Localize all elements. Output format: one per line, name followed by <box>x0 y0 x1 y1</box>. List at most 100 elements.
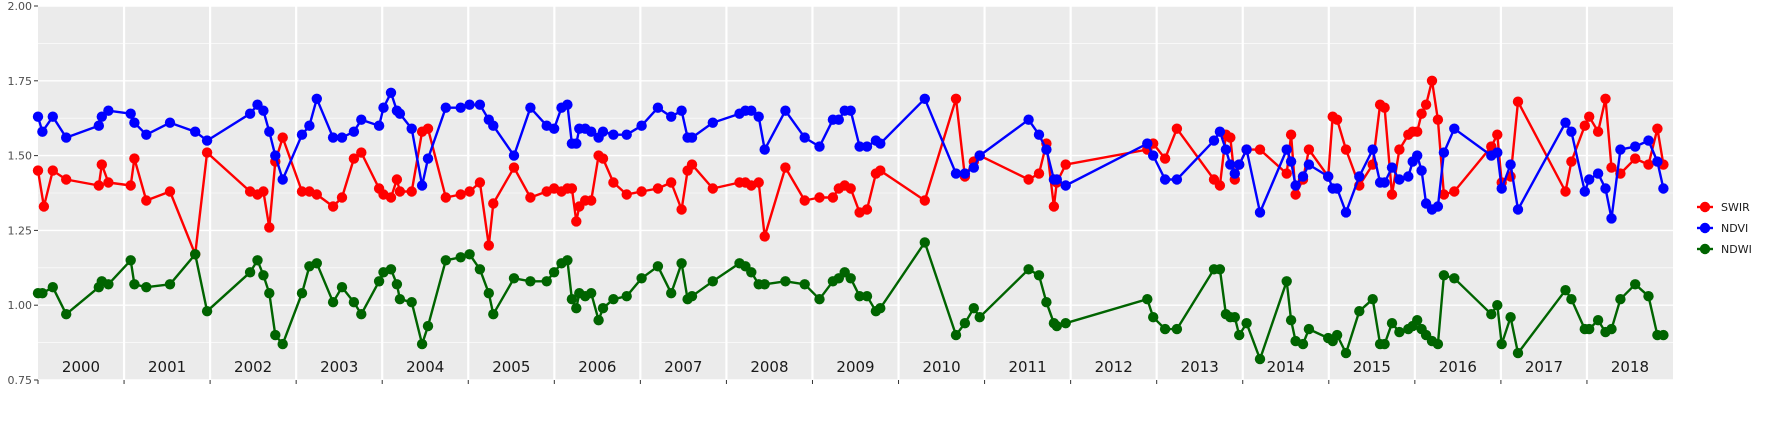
data-point-ndvi <box>1051 174 1063 185</box>
data-point-swir <box>264 222 275 233</box>
data-point-ndvi <box>264 126 275 137</box>
data-point-ndvi <box>1600 183 1611 194</box>
y-tick-label: 2.00 <box>8 0 33 13</box>
data-point-ndwi <box>129 279 140 290</box>
data-point-ndvi <box>1234 159 1245 170</box>
data-point-swir <box>759 231 770 242</box>
data-point-ndwi <box>1512 347 1524 359</box>
data-point-swir <box>1606 162 1617 173</box>
data-point-swir <box>440 192 451 203</box>
data-point-ndvi <box>356 114 367 125</box>
data-point-ndwi <box>1023 264 1034 275</box>
data-point-swir <box>827 192 839 203</box>
data-point-ndwi <box>1584 323 1595 335</box>
data-point-swir <box>296 186 308 197</box>
year-label: 2014 <box>1267 358 1305 376</box>
data-point-ndwi <box>1438 270 1450 281</box>
data-point-ndwi <box>440 255 451 266</box>
data-point-ndvi <box>548 123 560 134</box>
data-point-ndwi <box>1148 312 1159 323</box>
data-point-swir <box>1512 96 1524 107</box>
data-point-swir <box>753 177 764 188</box>
data-point-ndvi <box>385 87 397 99</box>
data-point-ndvi <box>311 93 322 105</box>
data-point-ndvi <box>474 99 486 110</box>
data-point-ndvi <box>597 126 609 137</box>
data-point-ndvi <box>799 132 810 143</box>
data-point-ndwi <box>37 288 48 299</box>
data-point-ndwi <box>1432 338 1444 350</box>
data-point-ndwi <box>416 338 428 350</box>
data-point-ndvi <box>1142 138 1153 149</box>
data-point-swir <box>1592 126 1604 137</box>
data-point-ndwi <box>60 309 72 320</box>
data-point-ndwi <box>277 338 288 350</box>
data-point-ndvi <box>1229 168 1241 179</box>
data-point-ndvi <box>1241 144 1252 155</box>
legend-key-point <box>1699 201 1711 213</box>
data-point-ndvi <box>1584 174 1595 185</box>
data-point-ndwi <box>1505 312 1516 323</box>
data-point-swir <box>336 192 348 203</box>
data-point-ndwi <box>562 255 573 266</box>
data-point-ndwi <box>1449 273 1460 284</box>
year-label: 2001 <box>148 358 186 376</box>
data-point-swir <box>1386 189 1398 200</box>
data-point-ndwi <box>974 312 985 323</box>
data-point-swir <box>1394 144 1405 155</box>
data-point-ndwi <box>799 279 810 290</box>
data-point-swir <box>1412 126 1423 137</box>
data-point-ndvi <box>586 126 597 137</box>
year-label: 2008 <box>750 358 788 376</box>
data-point-ndwi <box>548 267 560 278</box>
data-point-ndwi <box>845 273 856 284</box>
series-swir <box>32 75 1669 260</box>
data-point-swir <box>676 204 687 215</box>
data-point-ndvi <box>959 168 971 179</box>
data-point-swir <box>1331 114 1343 125</box>
legend-label: NDWI <box>1721 243 1752 256</box>
data-point-ndwi <box>586 288 597 299</box>
data-point-swir <box>1214 180 1226 191</box>
legend-key-point <box>1699 222 1711 234</box>
data-point-swir <box>406 186 417 197</box>
data-point-swir <box>1652 123 1663 134</box>
data-point-ndwi <box>1285 315 1297 326</box>
data-point-ndwi <box>422 320 434 332</box>
series-ndwi <box>32 237 1669 365</box>
data-point-ndvi <box>1367 144 1378 155</box>
data-point-ndwi <box>919 237 930 248</box>
data-point-ndvi <box>1496 183 1507 194</box>
data-point-ndwi <box>959 318 971 329</box>
data-point-ndvi <box>1379 177 1390 188</box>
y-tick-label: 1.50 <box>8 150 33 163</box>
data-point-ndvi <box>47 111 58 122</box>
data-point-ndvi <box>1354 171 1365 182</box>
data-point-ndvi <box>1512 204 1524 215</box>
data-point-ndvi <box>1290 180 1301 191</box>
data-point-ndvi <box>1403 171 1414 182</box>
data-point-ndwi <box>336 282 348 293</box>
data-point-swir <box>1432 114 1444 125</box>
data-point-ndvi <box>1386 162 1398 173</box>
data-point-swir <box>1560 186 1571 197</box>
data-point-swir <box>103 177 114 188</box>
year-label: 2017 <box>1525 358 1563 376</box>
data-point-ndvi <box>861 141 873 152</box>
data-point-swir <box>525 192 536 203</box>
data-point-swir <box>1033 168 1045 179</box>
data-point-ndvi <box>1615 144 1626 155</box>
data-point-ndvi <box>1033 129 1045 140</box>
year-label: 2000 <box>62 358 100 376</box>
data-point-ndvi <box>1225 159 1236 170</box>
year-label: 2018 <box>1611 358 1649 376</box>
data-point-ndvi <box>258 105 269 116</box>
data-point-ndvi <box>201 135 213 146</box>
data-point-ndwi <box>125 255 136 266</box>
data-point-ndwi <box>488 309 499 320</box>
data-point-ndwi <box>666 288 677 299</box>
data-point-ndvi <box>270 150 281 161</box>
data-point-ndvi <box>1023 114 1034 125</box>
